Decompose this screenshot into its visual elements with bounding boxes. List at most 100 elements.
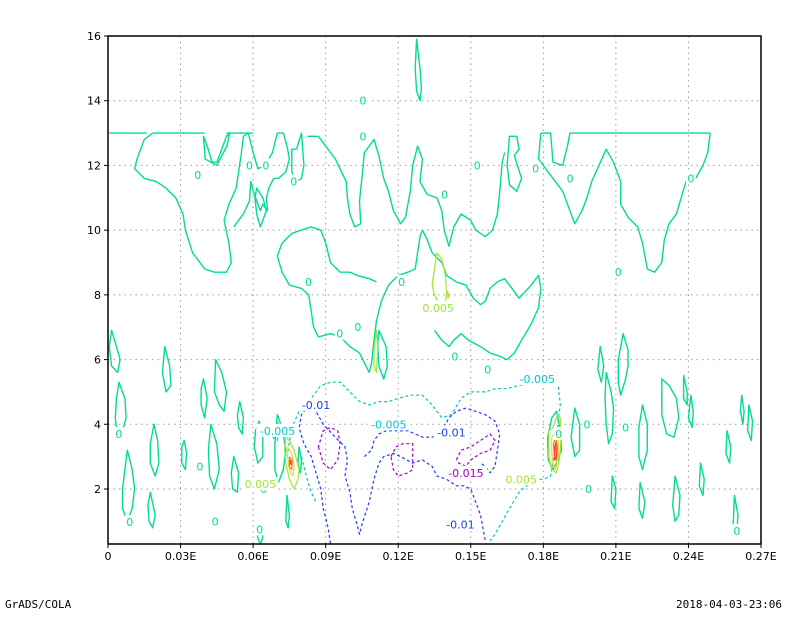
y-tick-label: 8 <box>94 289 101 302</box>
contour-label: 0 <box>359 95 366 108</box>
contour-label: 0.005 <box>245 478 277 491</box>
contour-positive <box>373 329 379 374</box>
x-tick-label: 0.21E <box>600 550 631 563</box>
contour-zero <box>108 329 121 374</box>
x-tick-label: 0.15E <box>455 550 486 563</box>
contour-label-bg <box>565 171 575 185</box>
contour-positive <box>431 252 448 309</box>
contour-label-bg <box>353 320 363 334</box>
x-tick-label: 0.03E <box>165 550 196 563</box>
y-tick-label: 2 <box>94 483 101 496</box>
contour-label: 0 <box>194 169 201 182</box>
contour-zero <box>739 394 745 425</box>
y-tick-label: 10 <box>87 224 101 237</box>
y-tick-label: 4 <box>94 418 101 431</box>
contour-label: 0 <box>115 428 122 441</box>
contour-label: 0 <box>262 159 269 172</box>
contour-label: 0 <box>126 516 133 529</box>
contour-label: 0 <box>474 159 481 172</box>
contour-positive <box>284 436 300 490</box>
contour-label: 0 <box>441 189 448 202</box>
contour-label-bg <box>358 129 368 143</box>
contour-zero <box>291 132 305 183</box>
contour-label-bg <box>244 158 255 172</box>
contour-zero <box>506 135 523 192</box>
contour-label-bg <box>358 93 368 107</box>
contour-label-bg <box>583 481 594 495</box>
contour-label-bg <box>420 300 457 314</box>
contour-label-bg <box>334 326 345 340</box>
contour-label-bg <box>288 174 299 188</box>
y-tick-label: 14 <box>87 95 101 108</box>
contour-zero <box>604 371 615 445</box>
contour-label: 0 <box>451 350 458 363</box>
contour-zero <box>297 446 303 474</box>
contour-label-bg <box>195 459 205 473</box>
contour-positive <box>553 443 558 461</box>
x-tick-label: 0.12E <box>382 550 413 563</box>
contour-zero <box>236 400 245 435</box>
contour-zero <box>147 491 156 529</box>
x-tick-label: 0.06E <box>237 550 268 563</box>
contour-label: 0 <box>305 276 312 289</box>
contour-lines <box>108 38 754 545</box>
contour-label: -0.015 <box>448 467 483 480</box>
contour-zero <box>307 135 506 247</box>
contour-label: 0 <box>246 159 253 172</box>
contour-zero <box>254 187 268 228</box>
contour-label-bg <box>472 158 483 172</box>
contour-label-bg <box>367 417 411 431</box>
contour-negative <box>364 407 501 474</box>
contour-zero <box>682 375 688 406</box>
contour-label-bg <box>396 274 407 288</box>
contour-label-bg <box>439 187 450 201</box>
contour-label-bg <box>482 362 493 376</box>
contour-label-bg <box>442 517 479 531</box>
contour-label-bg <box>503 472 540 486</box>
x-tick-label: 0 <box>105 550 112 563</box>
contour-label: -0.01 <box>446 519 474 532</box>
contour-label-bg <box>515 371 559 385</box>
x-tick-label: 0.27E <box>745 550 776 563</box>
contour-label: 0 <box>196 460 203 473</box>
contour-label: 0 <box>336 328 343 341</box>
contour-label-bg <box>114 426 124 440</box>
contour-zero <box>672 475 681 523</box>
contour-label-bg <box>582 417 592 431</box>
contour-zero <box>638 481 646 519</box>
contour-zero <box>200 378 208 419</box>
contour-label: 0 <box>532 163 539 176</box>
contour-label-bg <box>613 265 624 279</box>
footer-left: GrADS/COLA <box>5 598 72 611</box>
contour-label-bg <box>686 171 696 185</box>
contour-zero <box>202 132 231 167</box>
contour-label-bg <box>254 522 265 536</box>
contour-zero <box>213 358 228 412</box>
contour-zero <box>230 455 240 493</box>
contour-label-bg <box>553 426 564 440</box>
x-tick-label: 0.18E <box>528 550 559 563</box>
contour-zero <box>253 420 264 464</box>
contour-labels: 000000000000000000000000000000.0050.0050… <box>114 93 742 538</box>
contour-label: 0 <box>354 321 361 334</box>
contour-zero <box>638 404 648 471</box>
contour-zero <box>570 407 581 458</box>
contour-label-bg <box>242 477 279 491</box>
contour-label: -0.005 <box>260 425 295 438</box>
contour-zero <box>281 226 377 283</box>
contour-label: 0.005 <box>422 302 454 315</box>
contour-label-bg <box>450 349 460 363</box>
contour-zero <box>276 229 542 374</box>
contour-zero <box>285 494 291 529</box>
y-tick-label: 12 <box>87 159 101 172</box>
y-axis-ticks: 2 4 6 8 10 12 14 16 <box>87 30 108 496</box>
contour-label-bg <box>433 425 470 439</box>
contour-label: 0 <box>359 130 366 143</box>
contour-label-bg <box>124 514 135 528</box>
contour-zero <box>121 449 136 523</box>
contour-label-bg <box>303 274 314 288</box>
contour-label: -0.005 <box>371 418 406 431</box>
contour-label: 0 <box>615 266 622 279</box>
contour-zero <box>617 333 629 396</box>
contour-zero <box>540 132 711 167</box>
